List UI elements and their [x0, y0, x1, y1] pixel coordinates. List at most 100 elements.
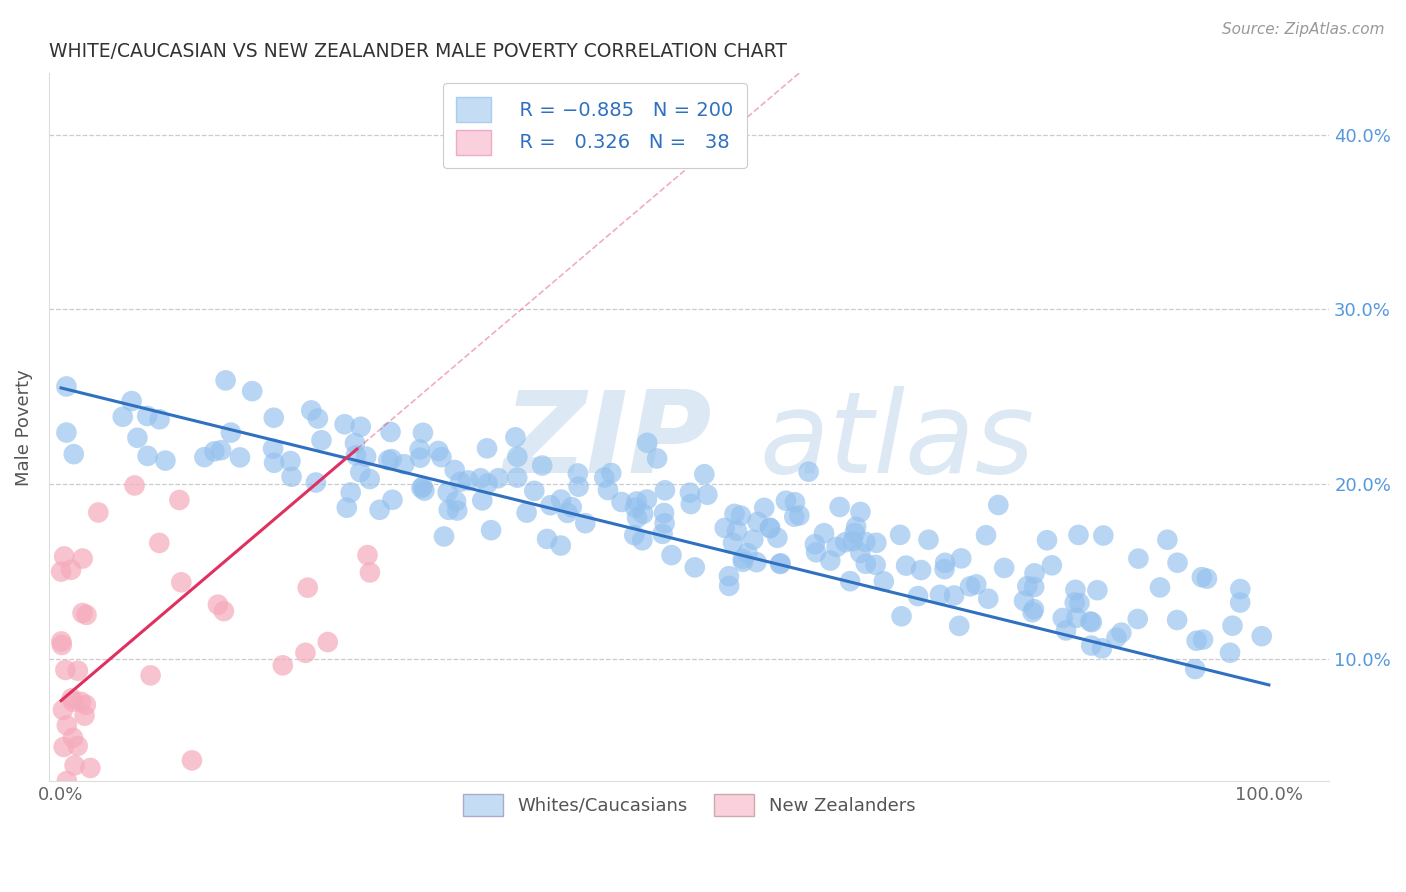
Point	[262, 442, 284, 456]
Point	[713, 521, 735, 535]
Point	[1081, 615, 1104, 629]
Point	[127, 431, 149, 445]
Point	[718, 579, 741, 593]
Point	[540, 498, 562, 512]
Point	[486, 471, 509, 485]
Point	[62, 695, 84, 709]
Point	[804, 537, 827, 551]
Point	[1222, 618, 1244, 632]
Point	[136, 449, 159, 463]
Point	[344, 448, 367, 462]
Point	[1067, 528, 1090, 542]
Point	[139, 668, 162, 682]
Point	[72, 606, 94, 620]
Point	[350, 419, 373, 434]
Point	[1012, 594, 1035, 608]
Point	[430, 450, 453, 465]
Point	[550, 492, 572, 507]
Point	[717, 569, 740, 583]
Point	[72, 551, 94, 566]
Point	[181, 753, 204, 767]
Point	[1192, 632, 1215, 647]
Point	[948, 619, 970, 633]
Point	[437, 503, 460, 517]
Point	[209, 443, 232, 458]
Point	[536, 532, 558, 546]
Point	[1195, 572, 1218, 586]
Point	[789, 508, 811, 523]
Point	[457, 474, 479, 488]
Point	[368, 503, 391, 517]
Point	[446, 503, 468, 517]
Point	[1149, 581, 1171, 595]
Point	[56, 774, 79, 789]
Point	[813, 526, 835, 541]
Point	[471, 493, 494, 508]
Point	[747, 515, 769, 529]
Point	[1156, 533, 1178, 547]
Point	[1166, 556, 1188, 570]
Point	[381, 452, 404, 467]
Point	[1126, 612, 1149, 626]
Point	[294, 646, 316, 660]
Point	[506, 450, 529, 464]
Point	[737, 546, 759, 560]
Point	[721, 536, 744, 550]
Point	[596, 483, 619, 497]
Point	[307, 411, 329, 425]
Point	[849, 505, 872, 519]
Point	[1024, 566, 1046, 581]
Point	[550, 539, 572, 553]
Point	[652, 506, 675, 520]
Point	[561, 500, 583, 515]
Point	[568, 480, 591, 494]
Point	[52, 739, 75, 754]
Point	[723, 507, 745, 521]
Point	[1229, 582, 1251, 596]
Point	[745, 555, 768, 569]
Point	[804, 545, 827, 559]
Point	[759, 521, 782, 535]
Legend: Whites/Caucasians, New Zealanders: Whites/Caucasians, New Zealanders	[454, 785, 924, 825]
Point	[654, 483, 676, 498]
Point	[797, 465, 820, 479]
Point	[917, 533, 939, 547]
Point	[1064, 582, 1087, 597]
Point	[63, 758, 86, 772]
Point	[477, 476, 499, 491]
Point	[111, 409, 134, 424]
Point	[412, 425, 434, 440]
Point	[412, 480, 434, 494]
Point	[381, 492, 404, 507]
Point	[336, 500, 359, 515]
Point	[645, 451, 668, 466]
Point	[53, 549, 76, 564]
Point	[631, 507, 654, 521]
Point	[974, 528, 997, 542]
Point	[783, 509, 806, 524]
Point	[1036, 533, 1059, 548]
Point	[409, 450, 432, 465]
Point	[1111, 625, 1133, 640]
Point	[1166, 613, 1188, 627]
Point	[214, 373, 236, 387]
Point	[844, 525, 866, 540]
Point	[60, 691, 83, 706]
Point	[475, 442, 498, 456]
Point	[377, 453, 399, 467]
Point	[731, 555, 754, 569]
Point	[359, 472, 381, 486]
Point	[444, 494, 467, 508]
Point	[1021, 605, 1043, 619]
Y-axis label: Male Poverty: Male Poverty	[15, 368, 32, 485]
Point	[333, 417, 356, 432]
Point	[433, 529, 456, 543]
Point	[651, 526, 673, 541]
Point	[316, 635, 339, 649]
Point	[136, 409, 159, 423]
Point	[889, 528, 911, 542]
Point	[1087, 583, 1109, 598]
Point	[443, 463, 465, 477]
Point	[75, 698, 97, 712]
Point	[212, 604, 235, 618]
